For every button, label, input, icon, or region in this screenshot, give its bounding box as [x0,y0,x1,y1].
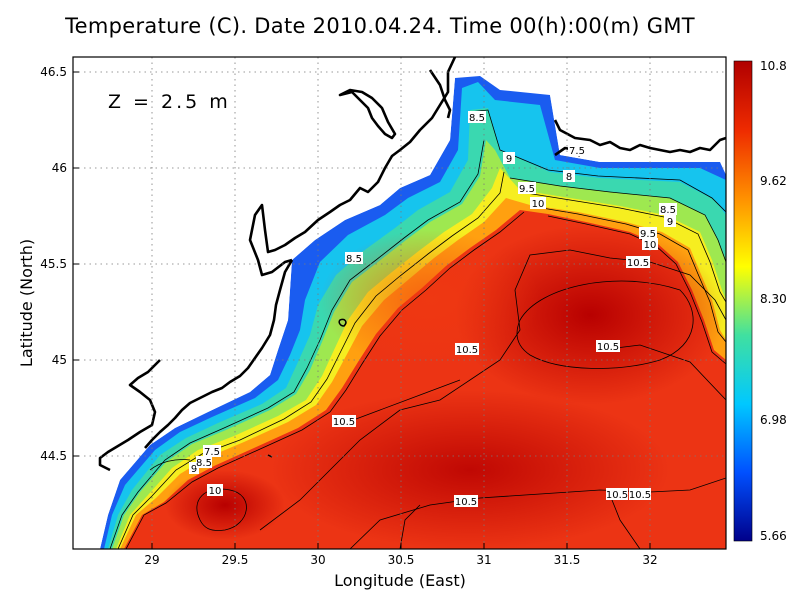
contour-label: 9 [503,152,515,165]
x-tick-label: 29 [144,553,159,567]
contour-label: 10.5 [629,488,651,501]
contour-label: 10 [207,484,223,497]
contour-label: 9 [189,462,199,475]
svg-text:10.5: 10.5 [456,345,478,356]
svg-text:7.5: 7.5 [204,447,220,458]
svg-text:9: 9 [667,217,673,228]
svg-text:7.5: 7.5 [569,146,585,157]
x-tick-labels: 29 29.5 30 30.5 31 31.5 32 [144,553,657,567]
contour-label: 8.5 [659,203,677,216]
contour-label: 7.5 [203,445,221,458]
svg-text:10.5: 10.5 [455,497,477,508]
contour-label: 8.5 [468,111,486,124]
x-tick-label: 29.5 [222,553,249,567]
contour-label: 10.5 [626,256,650,269]
y-tick-label: 46 [52,161,67,175]
y-tick-label: 46.5 [40,65,67,79]
map-area: 8.5 7.5 9 8 9.5 10 8.5 9 9.5 10 10.5 8.5… [73,57,726,549]
warm-patch-center [320,230,540,370]
contour-label: 10.5 [606,488,628,501]
contour-label: 8.5 [196,456,212,469]
contour-label: 10 [642,238,658,251]
svg-text:10.5: 10.5 [333,417,355,428]
contour-label: 10.5 [332,415,356,428]
colorbar-label: 9.62 [760,174,787,188]
x-tick-label: 32 [642,553,657,567]
svg-text:9: 9 [191,464,197,475]
map-title: Temperature (C). Date 2010.04.24. Time 0… [65,14,695,38]
contour-label: 10.5 [596,340,620,353]
x-tick-label: 30.5 [388,553,415,567]
x-tick-label: 31 [476,553,491,567]
colorbar-label: 6.98 [760,413,787,427]
colorbar-label: 8.30 [760,292,787,306]
x-axis-label: Longitude (East) [334,571,466,590]
svg-text:10: 10 [644,240,657,251]
colorbar: 10.8 9.62 8.30 6.98 5.66 [733,59,787,543]
svg-text:9: 9 [506,154,512,165]
svg-text:8.5: 8.5 [660,205,676,216]
svg-text:10: 10 [209,486,222,497]
x-tick-label: 31.5 [554,553,581,567]
y-axis-label: Latitude (North) [17,239,36,367]
contour-lines [109,109,726,549]
svg-text:10.5: 10.5 [597,342,619,353]
land-northeast [550,57,726,162]
svg-text:8.5: 8.5 [346,254,362,265]
depth-label: Z = 2.5 m [108,91,231,113]
svg-text:10.5: 10.5 [627,258,649,269]
svg-text:9.5: 9.5 [519,184,535,195]
svg-text:10.5: 10.5 [606,490,628,501]
tick-marks [73,71,651,549]
coastline [98,57,726,472]
svg-text:10: 10 [532,199,545,210]
contour-label: 10.5 [454,495,478,508]
y-tick-label: 45.5 [40,257,67,271]
svg-text:9.5: 9.5 [640,229,656,240]
contour-label: 10.5 [455,343,479,356]
contour-labels: 8.5 7.5 9 8 9.5 10 8.5 9 9.5 10 10.5 8.5… [189,111,677,508]
contour-label: 8 [563,170,575,183]
contour-label: 7.5 [568,144,586,157]
svg-text:8: 8 [566,172,572,183]
svg-text:10.5: 10.5 [629,490,651,501]
y-tick-label: 45 [52,353,67,367]
sea-temperature-field [100,76,726,549]
svg-text:8.5: 8.5 [469,113,485,124]
x-tick-label: 30 [310,553,325,567]
contour-label: 8.5 [345,252,363,265]
plot-frame [72,56,727,550]
contour-label: 9.5 [518,182,536,195]
warm-core-southwest [165,470,285,540]
coast-details [267,318,347,458]
colorbar-label: 10.8 [760,59,787,73]
contour-label: 9 [664,215,676,228]
y-tick-label: 44.5 [40,449,67,463]
contour-label: 9.5 [639,227,657,240]
warm-core-south [270,390,670,549]
y-tick-labels: 46.5 46 45.5 45 44.5 [40,65,67,463]
svg-text:8.5: 8.5 [196,458,212,469]
colorbar-label: 5.66 [760,529,787,543]
colorbar-bar [733,60,753,542]
contour-label: 10 [530,197,546,210]
